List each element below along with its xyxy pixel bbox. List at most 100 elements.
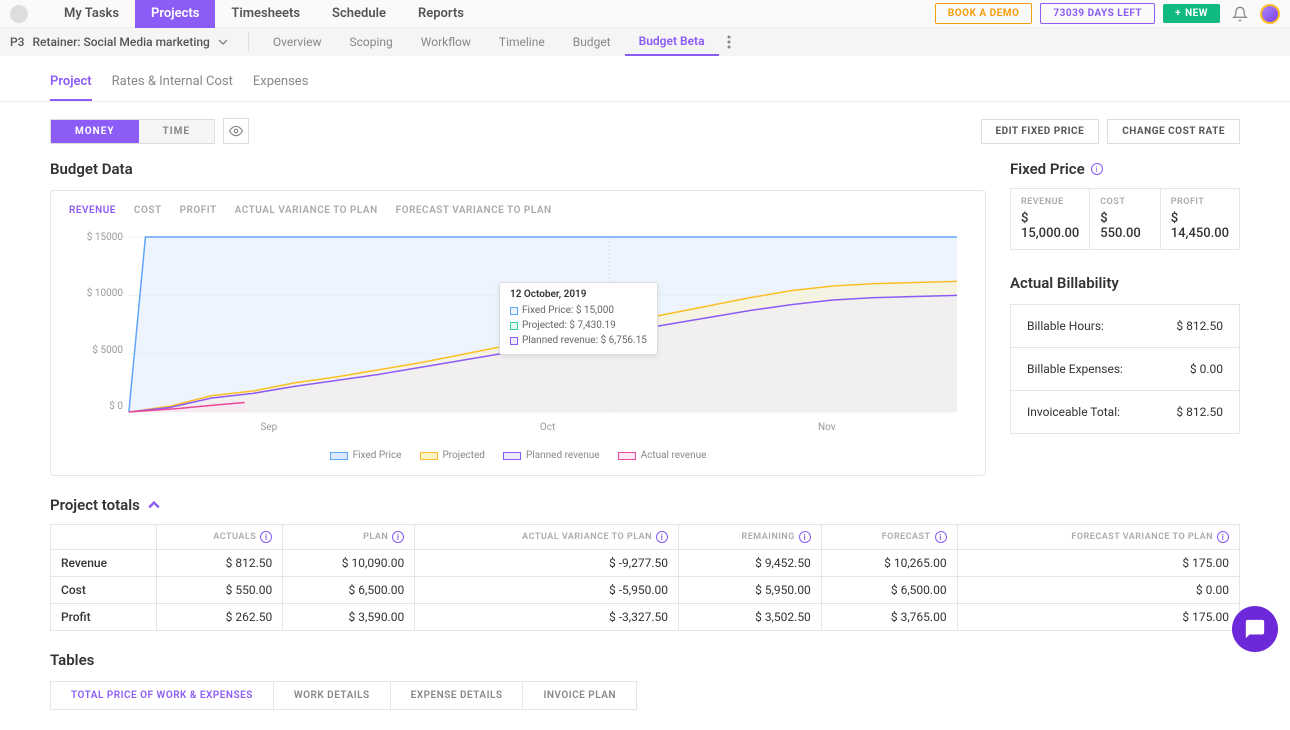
project-code: P3 (10, 35, 24, 49)
chart-tabs: REVENUE COST PROFIT ACTUAL VARIANCE TO P… (69, 205, 967, 216)
tables-tab-invoice[interactable]: INVOICE PLAN (523, 682, 635, 709)
tables-tab-work[interactable]: WORK DETAILS (274, 682, 391, 709)
chart-tab-forecast-var[interactable]: FORECAST VARIANCE TO PLAN (396, 205, 552, 216)
fp-label: COST (1100, 197, 1150, 207)
totals-title: Project totals (50, 496, 140, 514)
bill-value: $ 812.50 (1176, 319, 1223, 333)
chart-tab-actual-var[interactable]: ACTUAL VARIANCE TO PLAN (235, 205, 378, 216)
table-row: Revenue$ 812.50$ 10,090.00$ -9,277.50$ 9… (51, 550, 1240, 577)
y-tick: $ 15000 (69, 232, 123, 243)
change-cost-rate-button[interactable]: CHANGE COST RATE (1107, 119, 1240, 144)
project-totals: Project totals ACTUALS iPLAN iACTUAL VAR… (0, 476, 1290, 641)
subnav-overview[interactable]: Overview (259, 35, 336, 49)
y-tick: $ 0 (69, 401, 123, 412)
chart-tooltip: 12 October, 2019 Fixed Price: $ 15,000Pr… (499, 282, 658, 355)
budget-tabs: Project Rates & Internal Cost Expenses (0, 56, 1290, 102)
bill-label: Billable Expenses: (1027, 362, 1123, 376)
visibility-button[interactable] (223, 118, 249, 144)
new-button[interactable]: +NEW (1163, 4, 1220, 23)
bill-value: $ 812.50 (1176, 405, 1223, 419)
chart-tab-revenue[interactable]: REVENUE (69, 205, 116, 216)
y-tick: $ 5000 (69, 345, 123, 356)
chevron-up-icon[interactable] (148, 499, 160, 511)
tables-title: Tables (50, 651, 1240, 669)
bill-label: Billable Hours: (1027, 319, 1104, 333)
book-demo-button[interactable]: BOOK A DEMO (935, 3, 1033, 24)
chart-card: REVENUE COST PROFIT ACTUAL VARIANCE TO P… (50, 190, 986, 476)
legend-item[interactable]: Projected (420, 450, 485, 461)
info-icon[interactable]: i (935, 531, 947, 543)
tab-expenses[interactable]: Expenses (253, 74, 309, 101)
chart-tab-profit[interactable]: PROFIT (180, 205, 217, 216)
totals-header (51, 525, 157, 550)
chart-legend: Fixed Price Projected Planned revenue Actua… (69, 450, 967, 461)
billability-title: Actual Billability (1010, 274, 1240, 292)
tab-rates[interactable]: Rates & Internal Cost (112, 74, 233, 101)
fixed-price-grid: REVENUE$ 15,000.00 COST$ 550.00 PROFIT$ … (1010, 188, 1240, 250)
avatar[interactable] (1260, 4, 1280, 24)
chat-icon (1244, 618, 1266, 640)
info-icon[interactable]: i (1217, 531, 1229, 543)
info-icon[interactable]: i (1091, 163, 1103, 175)
tables-tabs: TOTAL PRICE OF WORK & EXPENSES WORK DETA… (50, 681, 637, 710)
billability-list: Billable Hours: $ 812.50 Billable Expense… (1010, 304, 1240, 434)
legend-item[interactable]: Actual revenue (618, 450, 707, 461)
subnav-scoping[interactable]: Scoping (336, 35, 407, 49)
toggle-money[interactable]: MONEY (51, 120, 139, 143)
nav-timesheets[interactable]: Timesheets (215, 0, 316, 28)
project-subnav: P3 Retainer: Social Media marketing Over… (0, 28, 1290, 56)
info-icon[interactable]: i (799, 531, 811, 543)
info-icon[interactable]: i (260, 531, 272, 543)
fixed-price-title: Fixed Price (1010, 160, 1085, 178)
plus-icon: + (1175, 8, 1181, 19)
subnav-budget[interactable]: Budget (559, 35, 625, 49)
tables-tab-total[interactable]: TOTAL PRICE OF WORK & EXPENSES (51, 682, 274, 709)
fp-value: $ 14,450.00 (1171, 211, 1229, 241)
top-nav: My Tasks Projects Timesheets Schedule Re… (0, 0, 1290, 28)
tables-section: Tables TOTAL PRICE OF WORK & EXPENSES WO… (0, 641, 1290, 730)
x-tick: Nov (818, 422, 836, 433)
money-time-toggle: MONEY TIME (50, 119, 215, 144)
x-tick: Oct (540, 422, 555, 433)
legend-item[interactable]: Fixed Price (330, 450, 402, 461)
eye-icon (229, 124, 243, 138)
fp-label: REVENUE (1021, 197, 1079, 207)
nav-schedule[interactable]: Schedule (316, 0, 402, 28)
totals-header: PLAN i (283, 525, 415, 550)
controls-row: MONEY TIME EDIT FIXED PRICE CHANGE COST … (0, 102, 1290, 160)
totals-header: REMAINING i (679, 525, 822, 550)
subnav-timeline[interactable]: Timeline (485, 35, 559, 49)
budget-data-title: Budget Data (50, 160, 986, 178)
totals-table: ACTUALS iPLAN iACTUAL VARIANCE TO PLAN i… (50, 524, 1240, 631)
legend-item[interactable]: Planned revenue (503, 450, 600, 461)
bill-label: Invoiceable Total: (1027, 405, 1120, 419)
logo[interactable] (10, 5, 28, 23)
subnav-workflow[interactable]: Workflow (407, 35, 485, 49)
toggle-time[interactable]: TIME (139, 120, 215, 143)
nav-reports[interactable]: Reports (402, 0, 480, 28)
chart-area: $ 15000 $ 10000 $ 5000 $ 0 Sep Oct Nov 1… (69, 232, 967, 442)
table-row: Profit$ 262.50$ 3,590.00$ -3,327.50$ 3,5… (51, 604, 1240, 631)
info-icon[interactable]: i (656, 531, 668, 543)
edit-fixed-price-button[interactable]: EDIT FIXED PRICE (981, 119, 1100, 144)
more-icon[interactable] (727, 35, 731, 49)
chart-tab-cost[interactable]: COST (134, 205, 162, 216)
tables-tab-expense[interactable]: EXPENSE DETAILS (391, 682, 524, 709)
totals-header: ACTUAL VARIANCE TO PLAN i (415, 525, 679, 550)
fp-value: $ 15,000.00 (1021, 211, 1079, 241)
chevron-down-icon[interactable] (218, 37, 228, 47)
project-name: Retainer: Social Media marketing (32, 35, 209, 49)
nav-projects[interactable]: Projects (135, 0, 215, 28)
bell-icon[interactable] (1232, 6, 1248, 22)
fp-label: PROFIT (1171, 197, 1229, 207)
subnav-budget-beta[interactable]: Budget Beta (625, 28, 719, 56)
tab-project[interactable]: Project (50, 74, 92, 101)
info-icon[interactable]: i (392, 531, 404, 543)
chat-button[interactable] (1232, 606, 1278, 652)
days-left-badge[interactable]: 73039 DAYS LEFT (1040, 3, 1155, 24)
table-row: Cost$ 550.00$ 6,500.00$ -5,950.00$ 5,950… (51, 577, 1240, 604)
nav-my-tasks[interactable]: My Tasks (48, 0, 135, 28)
tooltip-title: 12 October, 2019 (510, 289, 647, 300)
totals-header: FORECAST i (821, 525, 957, 550)
y-tick: $ 10000 (69, 288, 123, 299)
